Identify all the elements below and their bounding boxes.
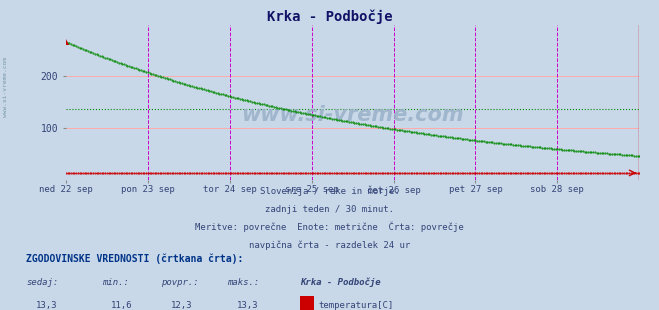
Text: ZGODOVINSKE VREDNOSTI (črtkana črta):: ZGODOVINSKE VREDNOSTI (črtkana črta): xyxy=(26,254,244,264)
Text: Krka - Podbočje: Krka - Podbočje xyxy=(300,278,380,287)
Text: min.:: min.: xyxy=(102,278,129,287)
Text: zadnji teden / 30 minut.: zadnji teden / 30 minut. xyxy=(265,205,394,214)
Text: www.si-vreme.com: www.si-vreme.com xyxy=(241,105,464,125)
Text: www.si-vreme.com: www.si-vreme.com xyxy=(3,57,9,117)
Text: navpična črta - razdelek 24 ur: navpična črta - razdelek 24 ur xyxy=(249,240,410,250)
Text: povpr.:: povpr.: xyxy=(161,278,199,287)
Text: temperatura[C]: temperatura[C] xyxy=(318,300,393,309)
Text: 12,3: 12,3 xyxy=(171,300,192,309)
Text: Meritve: povrečne  Enote: metrične  Črta: povrečje: Meritve: povrečne Enote: metrične Črta: … xyxy=(195,221,464,232)
Text: maks.:: maks.: xyxy=(227,278,260,287)
Text: Krka - Podbočje: Krka - Podbočje xyxy=(267,9,392,24)
Text: 13,3: 13,3 xyxy=(36,300,57,309)
Text: 13,3: 13,3 xyxy=(237,300,258,309)
Text: sedaj:: sedaj: xyxy=(26,278,59,287)
Text: 11,6: 11,6 xyxy=(111,300,132,309)
Text: Slovenija / reke in morje.: Slovenija / reke in morje. xyxy=(260,187,399,196)
